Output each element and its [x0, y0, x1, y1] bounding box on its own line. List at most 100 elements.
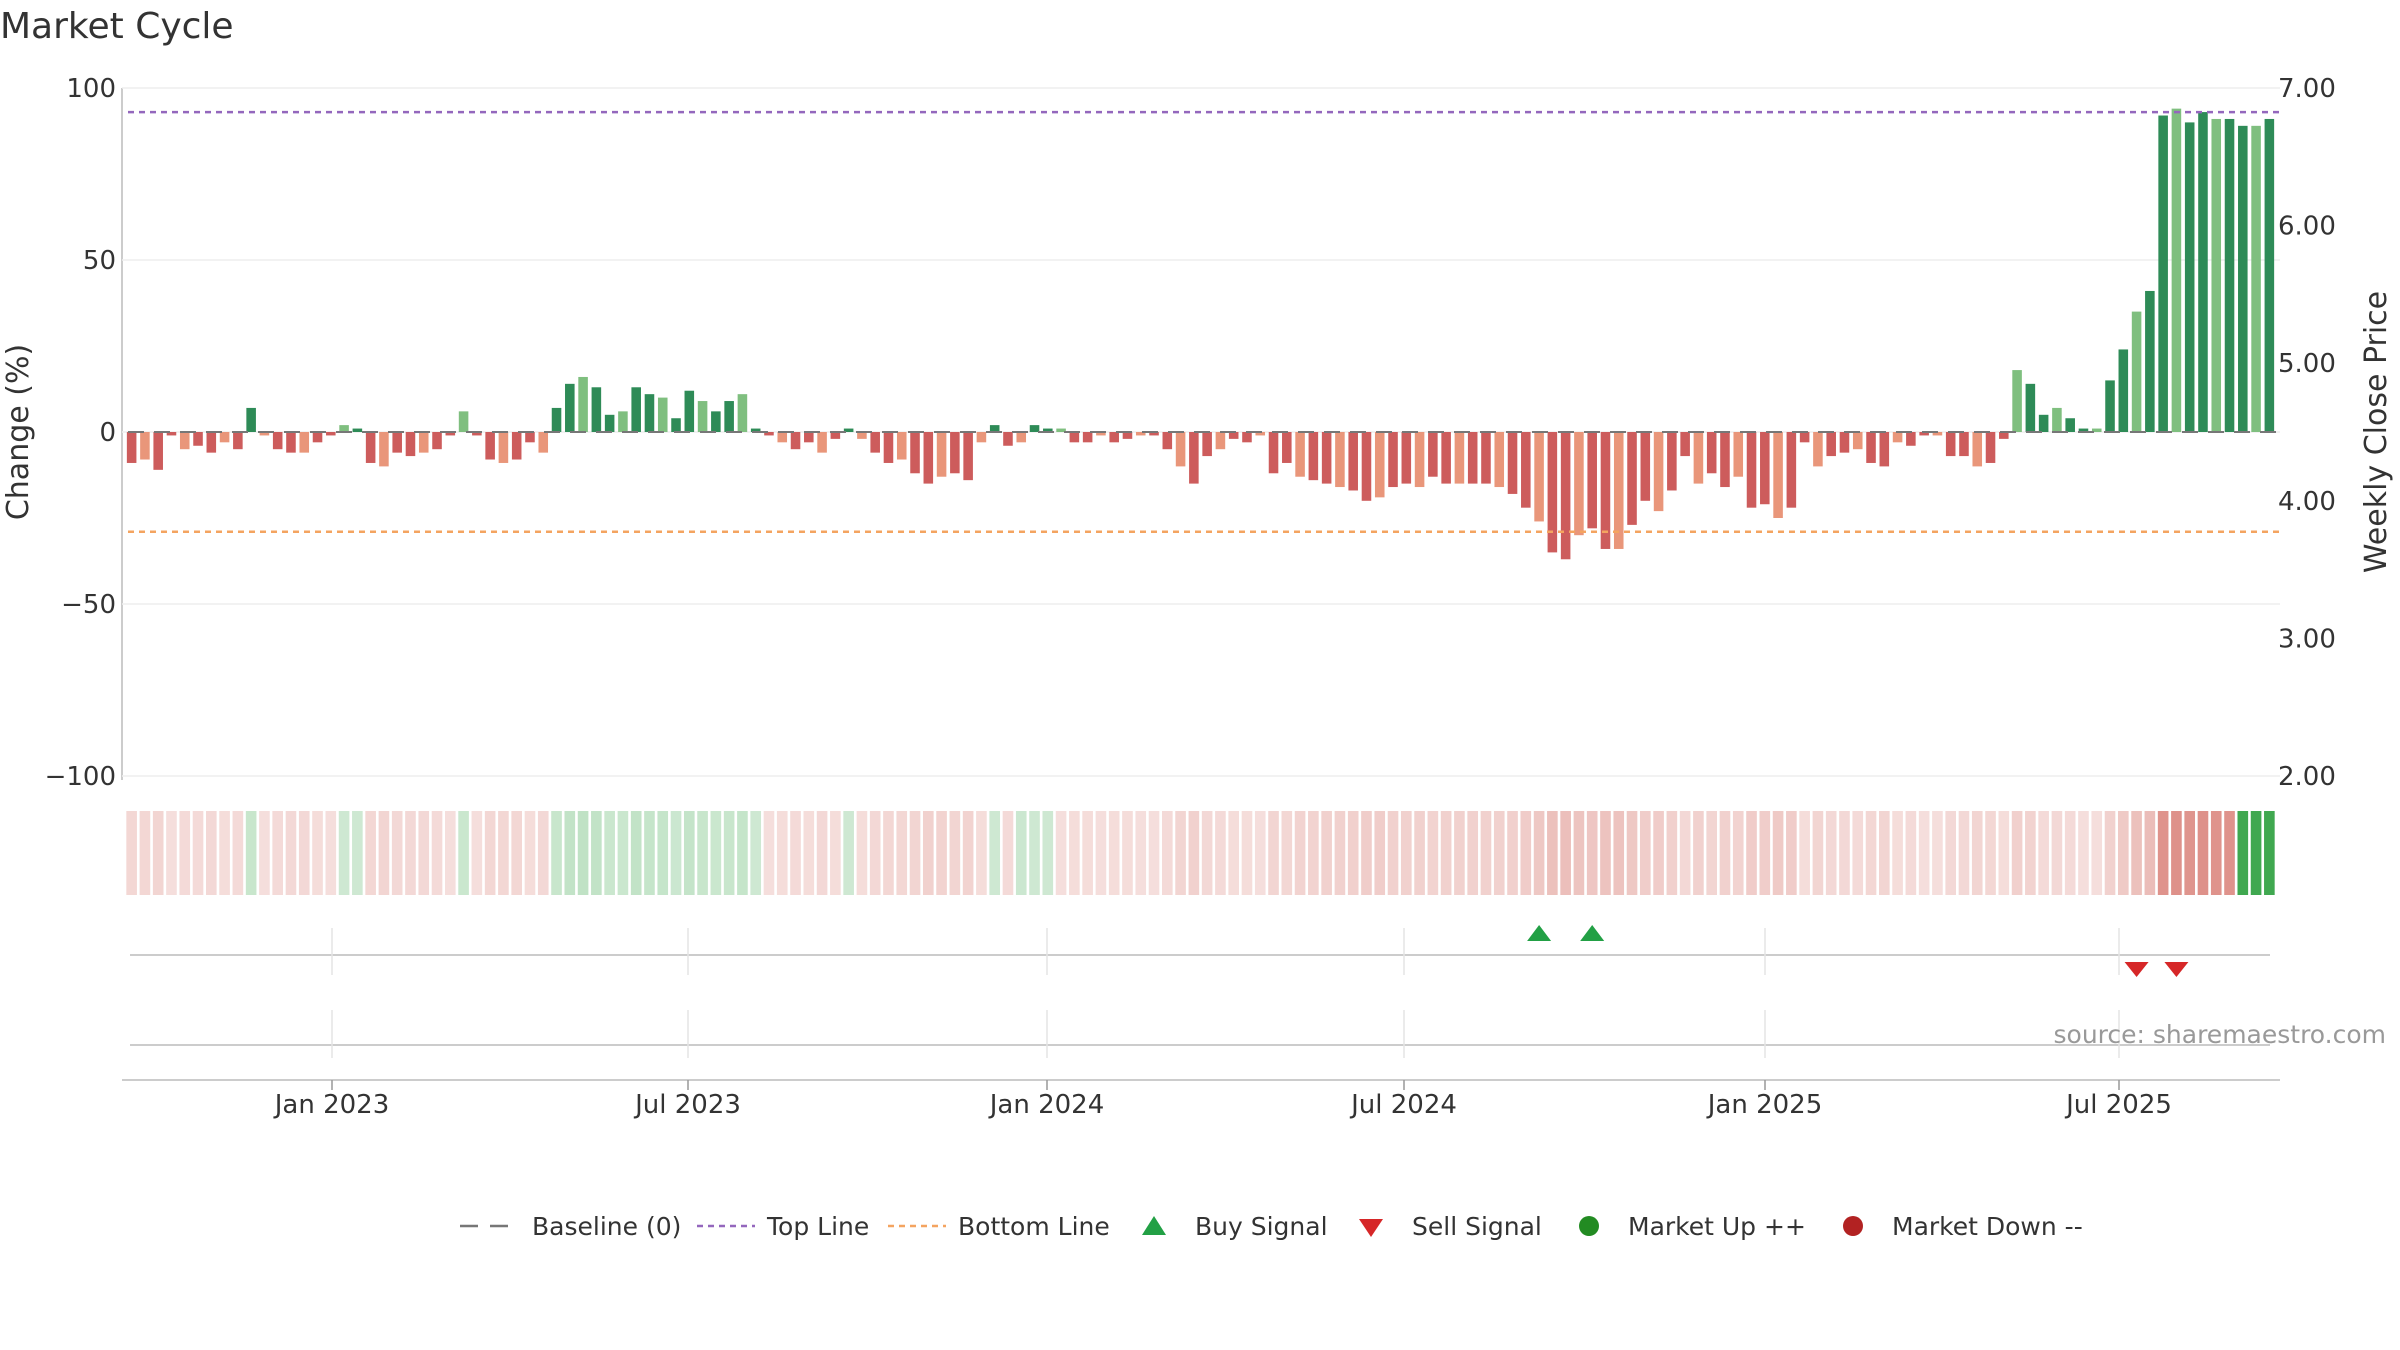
state-cell [723, 811, 735, 895]
bar [2145, 290, 2155, 432]
bar [1693, 432, 1704, 484]
state-cell [2091, 811, 2103, 895]
state-cell [338, 811, 350, 895]
x-gridlines [331, 928, 2120, 1090]
state-cell [2157, 811, 2169, 895]
x-tick-label: Jul 2025 [2064, 1090, 2172, 1120]
state-cell [1653, 811, 1664, 895]
state-cell [1294, 811, 1306, 895]
legend-baseline-label: Baseline (0) [532, 1212, 681, 1241]
bar [2065, 418, 2075, 432]
bar [2211, 118, 2222, 433]
state-cell [1161, 811, 1173, 895]
state-cell [1241, 811, 1253, 895]
bar [1441, 432, 1451, 484]
state-cell [1015, 811, 1027, 895]
bar [1388, 432, 1398, 488]
state-cell [1719, 811, 1731, 895]
state-cell [498, 811, 509, 895]
bar [1521, 432, 1531, 508]
legend-buy-icon [1142, 1216, 1166, 1235]
state-cell [1852, 811, 1864, 895]
bar [1295, 432, 1305, 477]
state-cell [1759, 811, 1771, 895]
bar [418, 432, 429, 453]
state-cell [2197, 811, 2209, 895]
bar [830, 432, 841, 439]
bar [1826, 432, 1836, 457]
bar [1135, 432, 1146, 436]
state-cell [1666, 811, 1678, 895]
bar [790, 432, 801, 450]
bar [326, 432, 336, 436]
state-cell [883, 811, 894, 895]
bar [697, 401, 708, 432]
state-cell [1732, 811, 1744, 895]
state-cell [2038, 811, 2049, 895]
state-cell [431, 811, 443, 895]
state-cell [2184, 811, 2196, 895]
bar [379, 432, 389, 467]
state-cell [1706, 811, 1718, 895]
state-cell [750, 811, 762, 895]
state-cell [896, 811, 908, 895]
state-cell [1679, 811, 1691, 895]
bar [804, 432, 814, 443]
state-cell [564, 811, 576, 895]
state-cell [179, 811, 191, 895]
source-label: source: sharemaestro.com [2054, 1020, 2387, 1049]
state-cell [1786, 811, 1797, 895]
bar [551, 407, 562, 432]
state-cell [1188, 811, 1200, 895]
state-cell [1374, 811, 1386, 895]
x-tick-label: Jan 2023 [273, 1090, 390, 1120]
bar [1786, 432, 1797, 508]
state-cell [1613, 811, 1625, 895]
bar [179, 432, 190, 450]
bar [1056, 428, 1066, 432]
bar [1494, 432, 1505, 488]
state-cell [418, 811, 430, 895]
state-cell [790, 811, 801, 895]
bar [365, 432, 376, 463]
bar [883, 432, 894, 463]
state-cell [1507, 811, 1518, 895]
state-cell [2011, 811, 2023, 895]
bar [1467, 432, 1478, 484]
state-cell [1042, 811, 1054, 895]
bar [352, 428, 363, 432]
state-cell [1878, 811, 1890, 895]
bar [2025, 383, 2036, 432]
x-tick-label: Jul 2023 [633, 1090, 741, 1120]
bar [843, 428, 854, 432]
state-cell [1308, 811, 1319, 895]
state-cell [1547, 811, 1558, 895]
y-tick-label: 50 [83, 246, 116, 276]
bar [1308, 432, 1319, 481]
bar [206, 432, 217, 453]
bar [498, 432, 509, 463]
state-cell [2078, 811, 2089, 895]
bar [1016, 432, 1027, 443]
state-cell [2131, 811, 2142, 895]
legend-market-up-label: Market Up ++ [1628, 1212, 1806, 1241]
state-cell [219, 811, 230, 895]
bar [950, 432, 960, 474]
bar [1919, 432, 1929, 436]
state-cell [2250, 811, 2262, 895]
state-cell [976, 811, 987, 895]
state-cell [1865, 811, 1877, 895]
state-cell [1387, 811, 1399, 895]
bar [1959, 432, 1969, 457]
bar [445, 432, 456, 436]
bar [711, 411, 721, 432]
state-cell [1971, 811, 1983, 895]
bar [989, 425, 1000, 432]
bar [1228, 432, 1239, 439]
x-tick-label: Jan 2025 [1706, 1090, 1823, 1120]
state-cell [2064, 811, 2076, 895]
bar [1202, 432, 1212, 457]
bar [1706, 432, 1717, 474]
state-cell [1600, 811, 1611, 895]
y2-axis-ticks: 7.00 6.00 5.00 4.00 3.00 2.00 [2278, 74, 2336, 792]
